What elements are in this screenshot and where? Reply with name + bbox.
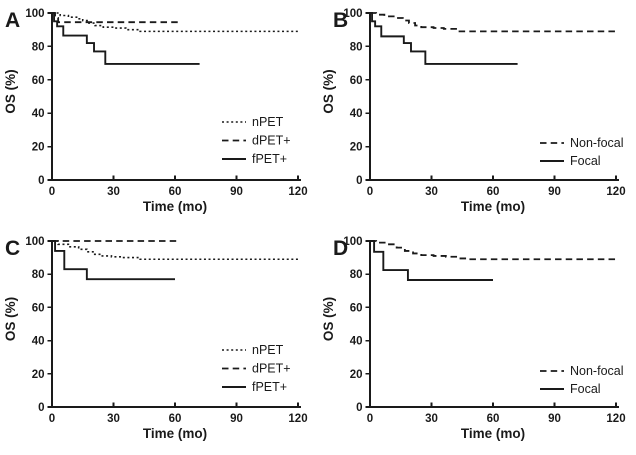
x-tick-label: 60	[169, 186, 182, 198]
legend-item: Focal	[540, 382, 601, 396]
y-tick-label: 20	[350, 369, 363, 381]
panel-b: 0 20 40 60 80 100 0 30 60 90 120 Time (mo) OS (%) B No…	[318, 0, 636, 228]
y-tick-label: 60	[32, 302, 45, 314]
y-tick-label: 100	[343, 8, 362, 20]
y-tick-label: 100	[25, 8, 44, 20]
y-tick-label: 0	[38, 175, 44, 187]
legend-item: Non-focal	[540, 364, 624, 378]
series-npet-line	[52, 12, 298, 33]
series-nonfocal-line	[370, 240, 616, 261]
y-tick-label: 20	[350, 142, 363, 154]
y-tick-label: 40	[32, 336, 45, 348]
x-tick-label: 0	[49, 186, 55, 198]
y-tick-label: 60	[32, 75, 45, 87]
legend-item: Non-focal	[540, 136, 624, 150]
x-tick-label: 90	[548, 413, 561, 425]
legend-label: dPET+	[252, 134, 291, 148]
x-tick-label: 120	[606, 413, 625, 425]
legend-label: fPET+	[252, 152, 287, 166]
y-axis-title: OS (%)	[3, 69, 18, 113]
y-tick-label: 20	[32, 369, 45, 381]
x-tick-label: 60	[487, 186, 500, 198]
panel-label: B	[333, 9, 348, 32]
legend-label: fPET+	[252, 380, 287, 394]
y-tick-label: 80	[32, 269, 45, 281]
panel-d-chart: 0 20 40 60 80 100 0 30 60 90 120 Time (mo) OS (%) D No…	[321, 236, 626, 441]
panel-label: A	[5, 9, 20, 32]
x-axis-title: Time (mo)	[143, 426, 207, 441]
legend-item: fPET+	[222, 380, 287, 394]
panel-b-chart: 0 20 40 60 80 100 0 30 60 90 120 Time (mo) OS (%) B No…	[321, 8, 626, 214]
legend: nPET dPET+ fPET+	[222, 115, 291, 166]
legend-item: fPET+	[222, 152, 287, 166]
legend-item: nPET	[222, 115, 284, 129]
legend-label: Non-focal	[570, 136, 624, 150]
x-axis-title: Time (mo)	[461, 199, 525, 214]
y-tick-label: 0	[356, 175, 362, 187]
x-tick-label: 120	[606, 186, 625, 198]
panel-label: C	[5, 237, 20, 260]
y-axis-title: OS (%)	[3, 297, 18, 341]
y-tick-label: 20	[32, 142, 45, 154]
x-tick-label: 0	[367, 413, 373, 425]
legend-label: nPET	[252, 115, 284, 129]
series-focal-line	[370, 240, 493, 281]
legend-label: nPET	[252, 343, 284, 357]
x-axis-title: Time (mo)	[143, 199, 207, 214]
y-tick-label: 40	[32, 108, 45, 120]
x-tick-label: 30	[107, 186, 120, 198]
x-tick-label: 30	[425, 413, 438, 425]
x-tick-label: 120	[288, 413, 307, 425]
y-tick-label: 0	[38, 402, 44, 414]
series-fpet-line	[52, 240, 175, 281]
legend-item: dPET+	[222, 362, 291, 376]
x-tick-label: 60	[169, 413, 182, 425]
legend-label: Focal	[570, 154, 601, 168]
x-tick-label: 90	[548, 186, 561, 198]
legend-item: nPET	[222, 343, 284, 357]
x-tick-label: 120	[288, 186, 307, 198]
legend: nPET dPET+ fPET+	[222, 343, 291, 394]
panel-c-chart: 0 20 40 60 80 100 0 30 60 90 120 Time (mo) OS (%) CnP…	[3, 236, 308, 441]
legend-item: dPET+	[222, 134, 291, 148]
x-tick-label: 0	[367, 186, 373, 198]
y-axis-title: OS (%)	[321, 297, 336, 341]
x-tick-label: 0	[49, 413, 55, 425]
y-tick-label: 0	[356, 402, 362, 414]
panel-a-chart: 0 20 40 60 80 100 0 30 60 90 120 Time (mo) OS (%) AnP…	[3, 8, 308, 214]
x-axis-title: Time (mo)	[461, 426, 525, 441]
series-focal-line	[370, 12, 518, 65]
legend: Non-focal Focal	[540, 136, 624, 168]
y-tick-label: 100	[25, 236, 44, 248]
x-tick-label: 30	[425, 186, 438, 198]
x-tick-label: 90	[230, 186, 243, 198]
x-tick-label: 60	[487, 413, 500, 425]
series-fpet-line	[52, 12, 200, 65]
series-npet-line	[52, 240, 298, 261]
legend-label: dPET+	[252, 362, 291, 376]
legend-label: Non-focal	[570, 364, 624, 378]
legend: Non-focal Focal	[540, 364, 624, 396]
legend-item: Focal	[540, 154, 601, 168]
panel-label: D	[333, 237, 348, 260]
y-tick-label: 80	[32, 41, 45, 53]
y-tick-label: 60	[350, 302, 363, 314]
panel-d: 0 20 40 60 80 100 0 30 60 90 120 Time (mo) OS (%) D No…	[318, 228, 636, 455]
y-tick-label: 80	[350, 41, 363, 53]
y-tick-label: 60	[350, 75, 363, 87]
y-tick-label: 80	[350, 269, 363, 281]
y-tick-label: 100	[343, 236, 362, 248]
y-tick-label: 40	[350, 108, 363, 120]
x-tick-label: 30	[107, 413, 120, 425]
x-tick-label: 90	[230, 413, 243, 425]
y-axis-title: OS (%)	[321, 69, 336, 113]
y-tick-label: 40	[350, 336, 363, 348]
series-nonfocal-line	[370, 12, 616, 33]
legend-label: Focal	[570, 382, 601, 396]
